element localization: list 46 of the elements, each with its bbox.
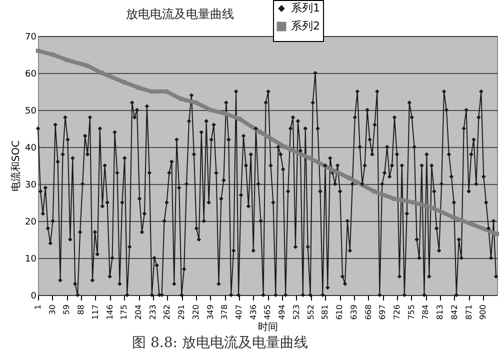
y-axis-title: 电流和SOC [10,140,22,192]
x-tick-label: 146 [105,304,114,320]
x-tick-label: 320 [191,304,200,320]
y-tick-label: 0 [30,292,37,302]
x-axis-title: 时间 [258,320,278,333]
x-tick-label: 233 [148,304,158,320]
legend-label: 系列2 [291,20,320,32]
x-tick-label: 494 [278,304,287,320]
x-tick-label: 1 [34,304,42,310]
x-tick-label: 639 [349,304,358,320]
y-tick-label: 70 [25,32,37,42]
x-tick-label: 465 [263,304,272,320]
x-tick-label: 407 [234,304,244,320]
x-tick-label: 349 [206,304,215,320]
chart-title: 放电电流及电量曲线 [125,6,235,23]
x-tick-label: 900 [478,304,488,320]
x-tick-label: 813 [436,304,445,320]
x-tick-label: 610 [335,304,344,320]
x-tick-label: 30 [48,304,57,315]
y-tick-label: 20 [25,218,37,228]
x-tick-label: 291 [177,304,186,320]
x-tick-label: 552 [306,304,316,320]
x-tick-label: 59 [62,304,72,315]
y-tick-label: 40 [25,144,37,154]
x-tick-label: 668 [364,304,373,320]
y-tick-label: 50 [25,106,37,116]
x-tick-label: 378 [220,304,230,320]
x-tick-label: 726 [392,304,402,320]
x-tick-label: 871 [464,304,474,320]
y-tick-label: 60 [25,70,37,80]
x-tick-label: 262 [162,304,172,320]
x-tick-label: 523 [292,304,301,320]
x-tick-label: 581 [320,304,330,320]
x-tick-label: 175 [120,304,129,320]
x-tick-label: 88 [76,304,86,315]
y-tick-label: 10 [25,254,37,264]
legend-label: 系列1 [291,2,320,14]
x-tick-label: 755 [406,304,416,320]
x-tick-label: 842 [450,304,459,320]
x-tick-label: 784 [421,304,430,320]
x-tick-label: 436 [248,304,258,320]
x-tick-label: 117 [90,304,100,320]
caption: 图 8.8: 放电电流及电量曲线 [131,334,309,352]
x-tick-label: 697 [378,304,388,320]
x-tick-label: 204 [134,304,144,320]
y-tick-label: 30 [25,180,37,190]
